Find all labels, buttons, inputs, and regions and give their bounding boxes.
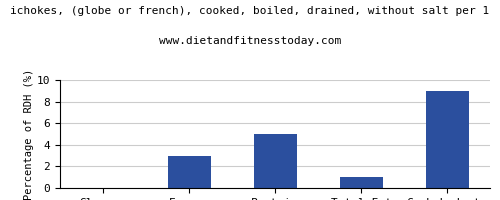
Text: www.dietandfitnesstoday.com: www.dietandfitnesstoday.com [159,36,341,46]
Bar [426,91,469,188]
Bar [168,156,210,188]
Bar [254,134,296,188]
Bar [340,177,382,188]
Y-axis label: Percentage of RDH (%): Percentage of RDH (%) [24,68,34,200]
Text: ichokes, (globe or french), cooked, boiled, drained, without salt per 1: ichokes, (globe or french), cooked, boil… [10,6,490,16]
